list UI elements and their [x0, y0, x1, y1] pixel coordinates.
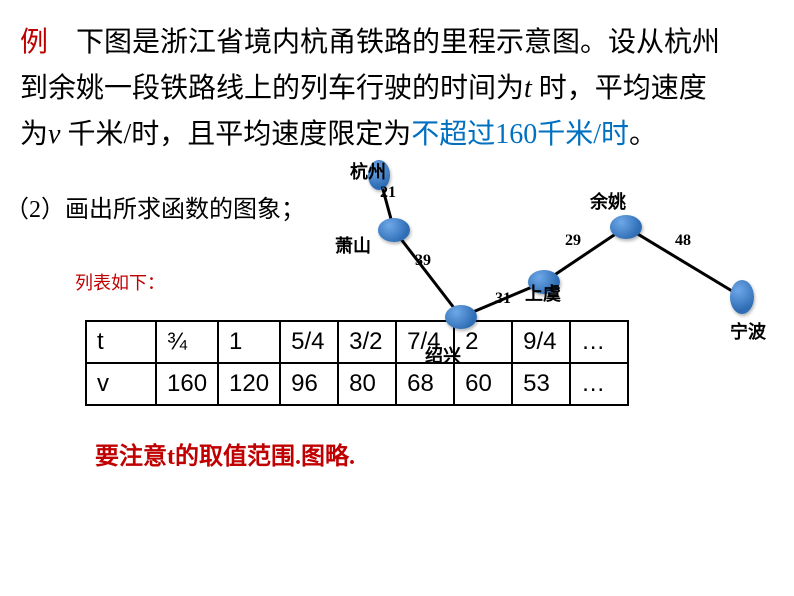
city-label: 宁波: [730, 318, 766, 344]
problem-text-3a: 为: [20, 119, 48, 150]
railway-diagram: 杭州萧山绍兴 上虞 余姚宁波 21 39 31 29 48: [320, 160, 790, 370]
distance-label: 48: [675, 232, 691, 250]
var-v: v: [48, 119, 60, 150]
distance-label: 31: [495, 290, 511, 308]
city-node: [378, 218, 410, 242]
distance-label: 21: [380, 184, 396, 202]
cell: 120: [218, 363, 280, 405]
distance-label: 29: [565, 232, 581, 250]
problem-text-2: 到余姚一段铁路线上的列车行驶的时间为: [20, 73, 524, 104]
bottom-note: 要注意t的取值范围.图略.: [95, 436, 754, 471]
after-t: 时，平均速度: [532, 73, 707, 104]
city-node: [610, 215, 642, 239]
example-label: 例: [20, 27, 48, 58]
city-node: [730, 280, 754, 314]
city-label: 绍兴: [425, 342, 461, 368]
problem-text-1: 下图是浙江省境内杭甬铁路的里程示意图。设从杭州: [48, 27, 720, 58]
cell: 160: [156, 363, 218, 405]
city-node: [445, 305, 477, 329]
city-label: 萧山: [335, 232, 371, 258]
period: 。: [629, 119, 657, 150]
distance-label: 39: [415, 252, 431, 270]
city-label: 杭州: [350, 158, 386, 184]
city-label: 上虞: [525, 280, 561, 306]
cell: ¾: [156, 321, 218, 363]
blue-constraint: 不超过160千米/时: [411, 119, 629, 150]
var-t: t: [524, 73, 532, 104]
problem-statement: 例 下图是浙江省境内杭甬铁路的里程示意图。设从杭州 到余姚一段铁路线上的列车行驶…: [20, 20, 754, 159]
city-label: 余姚: [590, 188, 626, 214]
cell: 1: [218, 321, 280, 363]
cell-t: t: [86, 321, 156, 363]
cell-v: v: [86, 363, 156, 405]
after-v: 千米/时，且平均速度限定为: [60, 119, 411, 150]
